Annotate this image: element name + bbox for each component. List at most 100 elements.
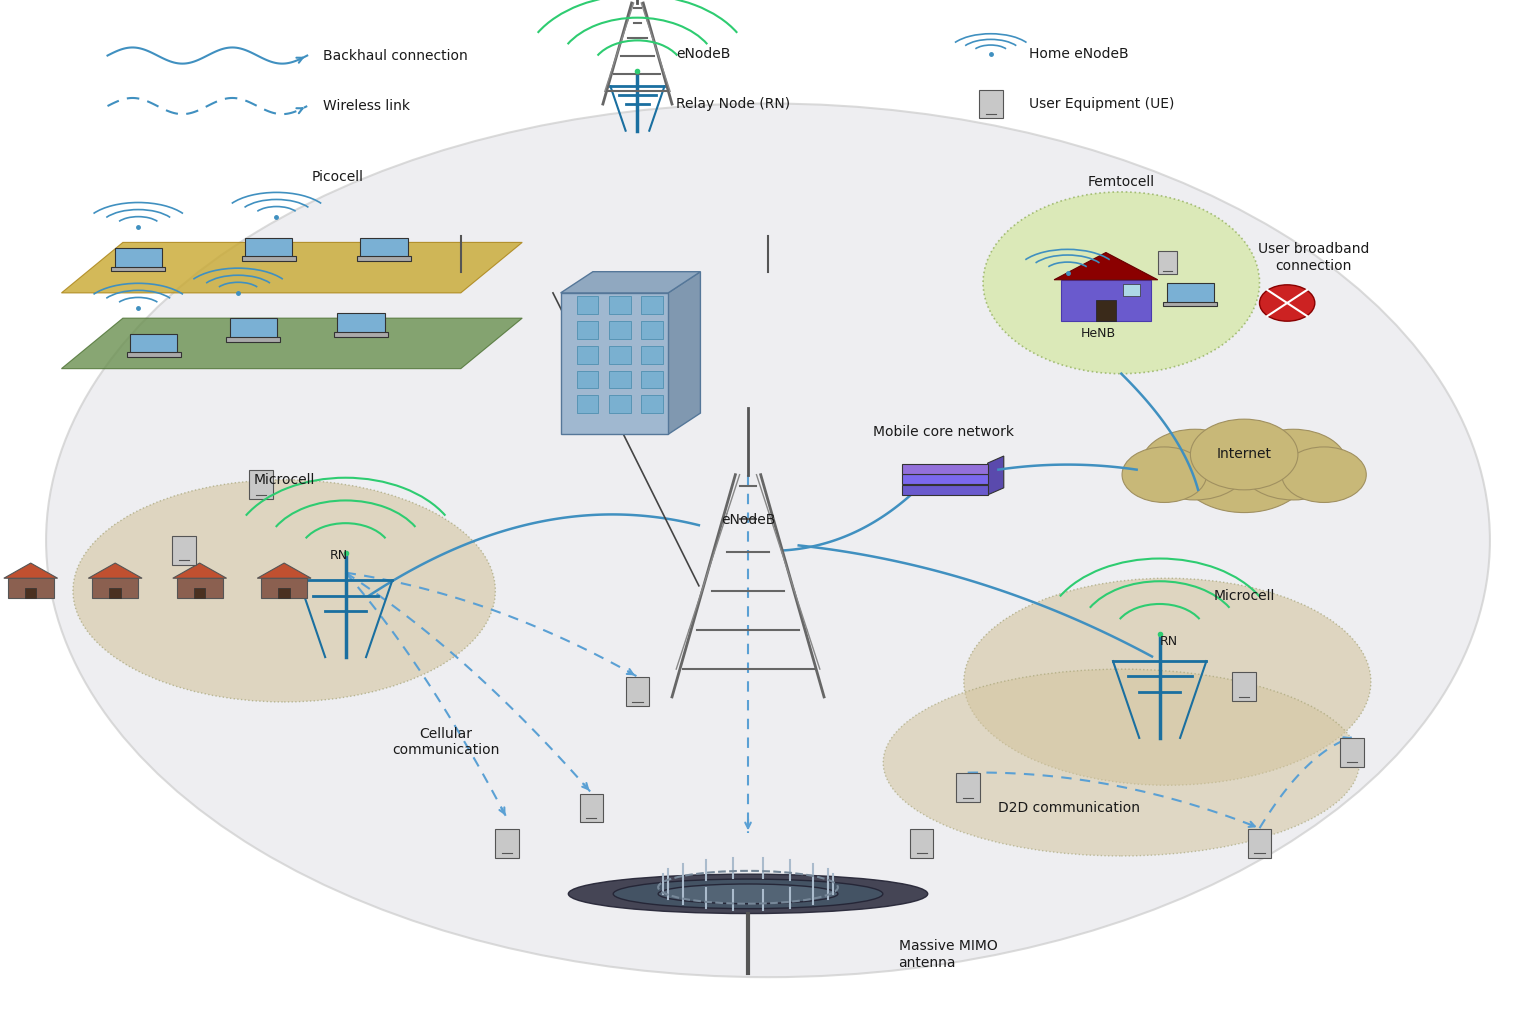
Text: Relay Node (RN): Relay Node (RN)	[676, 97, 790, 111]
Bar	[608, 297, 630, 314]
Bar	[361, 237, 407, 258]
Bar	[578, 345, 599, 364]
Circle shape	[1240, 429, 1347, 500]
Bar	[109, 588, 121, 598]
Bar	[642, 297, 664, 314]
Bar	[333, 332, 389, 336]
Bar	[172, 536, 197, 565]
Polygon shape	[61, 242, 522, 293]
Bar	[608, 371, 630, 389]
Bar	[909, 829, 934, 857]
Text: RN: RN	[1160, 635, 1178, 647]
Bar	[902, 485, 988, 495]
Ellipse shape	[657, 884, 837, 904]
Bar	[625, 678, 650, 706]
Polygon shape	[668, 272, 700, 434]
Circle shape	[1281, 446, 1367, 502]
Polygon shape	[258, 564, 310, 578]
Polygon shape	[561, 272, 700, 293]
Polygon shape	[172, 564, 227, 578]
Bar	[1232, 673, 1256, 701]
Bar	[177, 578, 223, 598]
Bar	[579, 794, 604, 822]
Bar	[642, 321, 664, 339]
Text: eNodeB: eNodeB	[676, 46, 730, 61]
Circle shape	[1141, 429, 1249, 500]
Bar	[608, 321, 630, 339]
Bar	[578, 321, 599, 339]
Bar	[902, 464, 988, 474]
Text: Massive MIMO
antenna: Massive MIMO antenna	[899, 939, 997, 970]
Bar	[608, 396, 630, 413]
Bar	[578, 371, 599, 389]
Bar	[261, 578, 307, 598]
Text: Backhaul connection: Backhaul connection	[323, 48, 467, 63]
Text: User Equipment (UE): User Equipment (UE)	[1029, 97, 1175, 111]
Bar	[241, 257, 296, 261]
Bar	[642, 345, 664, 364]
Text: Wireless link: Wireless link	[323, 99, 410, 113]
Text: eNodeB: eNodeB	[720, 513, 776, 527]
Ellipse shape	[965, 578, 1372, 786]
Text: Internet: Internet	[1217, 447, 1272, 462]
Bar	[1247, 829, 1272, 857]
Ellipse shape	[568, 874, 928, 913]
Bar	[978, 90, 1003, 118]
Text: Femtocell: Femtocell	[1087, 175, 1155, 189]
Bar	[194, 588, 206, 598]
Bar	[642, 396, 664, 413]
Bar	[1123, 285, 1140, 296]
Circle shape	[1121, 446, 1207, 502]
Ellipse shape	[46, 103, 1490, 977]
Bar	[111, 267, 166, 271]
Bar	[955, 774, 980, 802]
Ellipse shape	[883, 669, 1359, 856]
Text: Microcell: Microcell	[253, 473, 315, 487]
Circle shape	[1260, 285, 1315, 321]
Bar	[902, 475, 988, 485]
Bar	[1339, 738, 1364, 767]
Bar	[230, 318, 276, 338]
Polygon shape	[88, 564, 141, 578]
Bar	[578, 396, 599, 413]
Text: Microcell: Microcell	[1213, 589, 1275, 603]
Bar	[115, 247, 161, 268]
Bar	[578, 297, 599, 314]
Bar	[338, 313, 384, 333]
Text: Home eNodeB: Home eNodeB	[1029, 46, 1129, 61]
Text: RN: RN	[330, 549, 349, 562]
Circle shape	[983, 192, 1260, 374]
Bar	[226, 337, 281, 341]
Bar	[1167, 283, 1213, 303]
Bar	[8, 578, 54, 598]
Bar	[25, 588, 37, 598]
Bar	[126, 352, 181, 357]
Bar	[249, 471, 273, 499]
Bar	[1095, 300, 1117, 320]
Ellipse shape	[72, 480, 495, 702]
Polygon shape	[3, 564, 57, 578]
Text: User broadband
connection: User broadband connection	[1258, 242, 1369, 273]
Circle shape	[1190, 419, 1298, 490]
Polygon shape	[1054, 252, 1158, 280]
Bar	[1061, 280, 1150, 320]
Bar	[1158, 250, 1177, 275]
Bar	[92, 578, 138, 598]
Bar	[561, 293, 668, 434]
Ellipse shape	[613, 879, 883, 909]
Bar	[642, 371, 664, 389]
Text: Picocell: Picocell	[312, 170, 364, 184]
Bar	[278, 588, 290, 598]
Bar	[131, 333, 177, 354]
Circle shape	[1180, 426, 1309, 513]
Text: Cellular
communication: Cellular communication	[392, 727, 499, 758]
Bar	[608, 345, 630, 364]
Text: Mobile core network: Mobile core network	[872, 425, 1014, 439]
Bar	[495, 829, 519, 857]
Text: D2D communication: D2D communication	[998, 801, 1140, 815]
Bar	[356, 257, 412, 261]
Text: HeNB: HeNB	[1081, 327, 1115, 339]
Polygon shape	[988, 457, 1005, 495]
Bar	[1163, 302, 1218, 306]
Bar	[246, 237, 292, 258]
